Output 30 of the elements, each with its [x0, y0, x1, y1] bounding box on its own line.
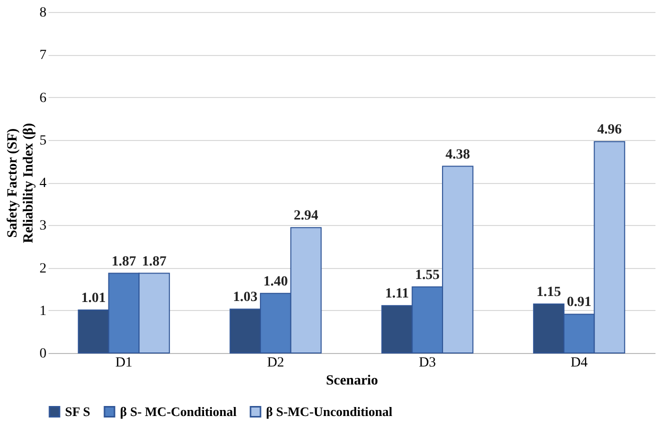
y-tick-label: 5 [40, 133, 46, 148]
y-tick-label: 4 [40, 176, 46, 191]
x-tick-label: D1 [115, 356, 132, 370]
legend-label: SF S [65, 404, 90, 419]
data-label: 1.11 [385, 286, 409, 302]
x-tick-label: D3 [418, 356, 436, 370]
y-axis-title: Safety Factor (SF) Reliability Index (β) [6, 122, 36, 244]
data-label: 1.15 [536, 284, 562, 300]
data-label: 1.87 [112, 254, 136, 270]
data-label: 1.01 [81, 290, 106, 306]
y-tick-label: 7 [40, 48, 46, 64]
y-tick-label: 0 [40, 346, 46, 362]
data-label: 1.40 [263, 274, 288, 290]
y-tick-label: 8 [40, 6, 46, 20]
data-label: 4.38 [445, 147, 470, 162]
y-tick-label: 1 [40, 304, 46, 319]
legend-label: β S- MC-Conditional [120, 404, 238, 419]
data-label: 1.87 [142, 254, 166, 270]
legend-label: β S-MC-Unconditional [266, 404, 393, 419]
data-label: 1.55 [415, 268, 440, 283]
data-label: 2.94 [294, 208, 318, 224]
data-label: 1.03 [233, 290, 258, 306]
x-tick-label: D4 [570, 356, 588, 370]
x-axis-title: Scenario [326, 374, 378, 388]
data-label: 4.96 [597, 122, 622, 138]
y-tick-label: 2 [40, 261, 46, 276]
y-tick-label: 3 [40, 218, 46, 234]
x-tick-label: D2 [267, 356, 284, 370]
data-label: 0.91 [566, 295, 592, 310]
y-tick-label: 6 [40, 90, 46, 106]
